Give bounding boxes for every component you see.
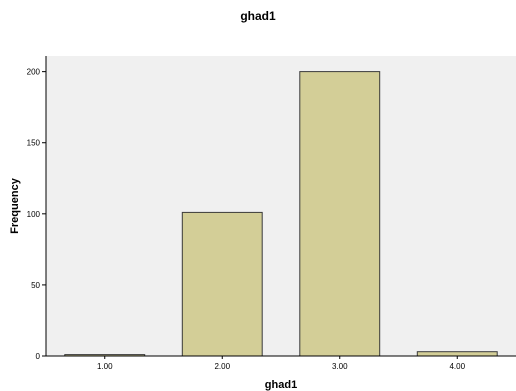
y-axis-label: Frequency: [9, 177, 21, 234]
x-axis-label: ghad1: [265, 379, 297, 391]
bar-4.00: [416, 351, 498, 357]
y-tick-label: 50: [31, 281, 40, 290]
x-tick-label: 1.00: [97, 362, 113, 371]
x-tick-label: 2.00: [214, 362, 230, 371]
axes-group: [45, 56, 516, 357]
bar-3.00: [299, 71, 381, 357]
bar-2.00: [181, 211, 263, 357]
plot-area: [46, 56, 516, 356]
bars-group: [64, 71, 498, 357]
chart-title: ghad1: [240, 9, 276, 23]
ticks-group: 1.00 2.00 3.00 4.00 0 50 100 150 200: [27, 68, 466, 371]
y-tick-label: 200: [27, 68, 41, 77]
x-tick-label: 3.00: [332, 362, 348, 371]
y-tick-label: 0: [36, 352, 41, 361]
y-tick-label: 150: [27, 139, 41, 148]
x-tick-label: 4.00: [449, 362, 465, 371]
y-tick-label: 100: [27, 210, 41, 219]
